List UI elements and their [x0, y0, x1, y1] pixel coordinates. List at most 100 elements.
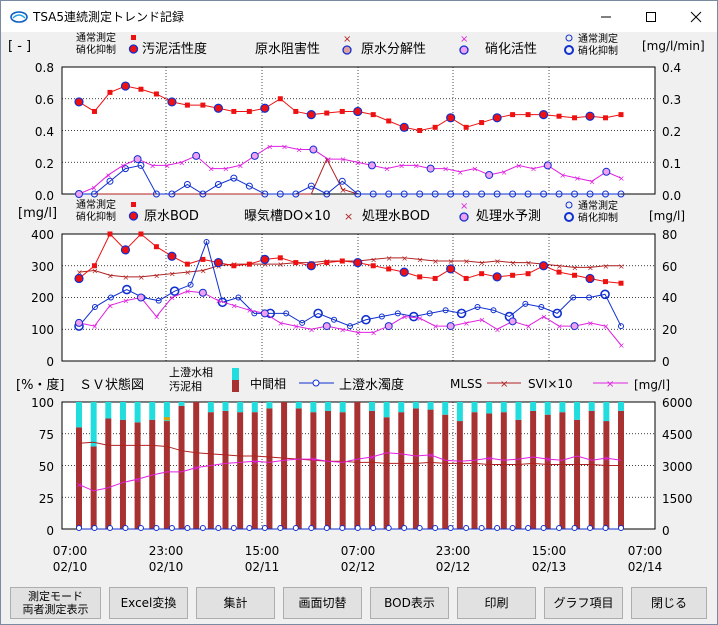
minimize-button[interactable] [583, 1, 629, 32]
xtick-date: 02/13 [532, 560, 567, 574]
supernatant-bar [574, 402, 581, 420]
raw-bod-point [324, 260, 330, 266]
supernatant-bar [471, 402, 478, 413]
supernatant-bar [442, 402, 449, 415]
raw-bod-point [184, 261, 190, 267]
nitrification-point: × [237, 161, 244, 170]
sludge-activity-point [618, 112, 624, 118]
close-window-button[interactable] [673, 1, 718, 32]
p2-legend-s2-marker: × [344, 210, 353, 223]
excel-export-button[interactable]: Excel変換 [109, 587, 188, 619]
sludge-bar [618, 410, 624, 529]
supernatant-bar [134, 402, 141, 423]
maximize-icon [646, 11, 656, 22]
treated-bod-point [155, 297, 162, 304]
aeration-do-point: × [370, 255, 377, 264]
measure-mode-button[interactable]: 測定モード 両者測定表示 [10, 587, 101, 619]
raw-decomposition-point [214, 180, 222, 188]
nitrification-point [367, 161, 376, 170]
sludge-activity-point [492, 113, 502, 123]
xtick-date: 02/10 [149, 560, 184, 574]
p1-legend-s4-circle-marker [459, 45, 469, 55]
svi-point: × [252, 457, 259, 466]
aeration-do-point: × [153, 271, 160, 280]
treated-prediction-point: × [587, 319, 594, 328]
p2-legend-r-normal: 通常測定 [578, 199, 618, 212]
aggregate-button[interactable]: 集計 [196, 587, 275, 619]
screen-switch-button[interactable]: 画面切替 [283, 587, 362, 619]
sludge-bar [486, 413, 493, 529]
aeration-do-point: × [401, 254, 408, 263]
sludge-activity-point [525, 112, 531, 118]
p2-legend-r-inhibit: 硝化抑制 [578, 211, 618, 224]
sludge-bar [163, 421, 170, 529]
supernatant-bar [398, 402, 405, 413]
treated-prediction-point: × [525, 322, 532, 331]
supernatant-bar [544, 402, 551, 415]
close-icon [690, 11, 702, 22]
raw-bod-point [339, 258, 345, 264]
turbidity-point [106, 525, 113, 531]
graph-items-button[interactable]: グラフ項目 [544, 587, 623, 619]
raw-bod-point [603, 279, 609, 285]
turbidity-point [199, 525, 206, 531]
xtick-date: 02/14 [628, 560, 663, 574]
nitrification-point: × [559, 171, 566, 180]
raw-decomposition-point [338, 177, 346, 185]
turbidity-point [525, 525, 532, 531]
sludge-activity-point [91, 108, 97, 114]
nitrification-point: × [105, 171, 112, 180]
turbidity-point [230, 525, 237, 531]
p1-legend-s4: 硝化活性 [485, 42, 537, 57]
treated-prediction-line [78, 290, 622, 346]
treated-prediction-point: × [541, 313, 548, 322]
treated-prediction-point [508, 317, 517, 326]
supernatant-bar [251, 402, 258, 413]
xtick-time: 23:00 [436, 544, 471, 558]
sludge-bar [339, 412, 346, 529]
sludge-bar [603, 421, 610, 529]
sludge-activity-point [324, 110, 330, 116]
sludge-bar [530, 410, 537, 529]
p2-ytick-right: 20 [662, 323, 677, 337]
nitrification-point [75, 190, 83, 198]
treated-prediction-point: × [293, 322, 300, 331]
treated-bod-point [361, 314, 371, 325]
bod-display-button[interactable]: BOD表示 [370, 587, 449, 619]
raw-bod-point [446, 264, 456, 274]
sludge-activity-point [556, 113, 562, 119]
sludge-bar [412, 408, 419, 529]
turbidity-point [153, 525, 160, 531]
maximize-button[interactable] [628, 1, 674, 32]
treated-prediction-point: × [370, 328, 377, 337]
treated-bod-point [474, 304, 481, 311]
supernatant-bar [383, 402, 390, 418]
nitrification-point: × [515, 161, 522, 170]
close-button[interactable]: 閉じる [631, 587, 707, 619]
p2-ytick-left: 300 [31, 260, 54, 274]
sludge-bar [398, 412, 405, 529]
xtick-date: 02/12 [341, 560, 376, 574]
svi-line [78, 452, 622, 492]
sludge-bar [178, 405, 185, 529]
xtick-date: 02/10 [53, 560, 88, 574]
sludge-bar [281, 402, 288, 529]
aeration-do-point: × [107, 271, 114, 280]
nitrification-point: × [398, 161, 405, 170]
raw-decomposition-point [602, 190, 610, 198]
nitrification-point: × [384, 165, 391, 174]
p3-title: ＳＶ状態図 [79, 377, 144, 393]
p1-legend-r-normal-marker [565, 34, 573, 42]
raw-decomposition-point [261, 190, 269, 198]
nitrification-point: × [413, 161, 420, 170]
sludge-bar [368, 410, 375, 529]
treated-prediction-point [446, 322, 455, 331]
turbidity-point [184, 525, 191, 531]
raw-bod-point [538, 261, 549, 271]
sludge-bar [134, 422, 141, 529]
nitrification-point [133, 155, 142, 164]
p2-legend-s2: 曝気槽DO×10 [244, 208, 331, 224]
raw-decomposition-point [586, 190, 594, 198]
print-button[interactable]: 印刷 [457, 587, 536, 619]
p3-ytick-right: 6000 [662, 396, 693, 410]
